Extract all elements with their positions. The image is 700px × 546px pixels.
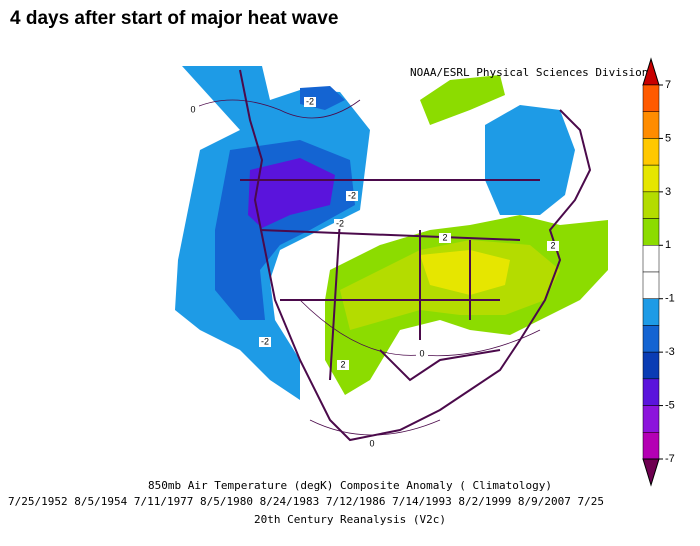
contour-label-bg [259, 337, 271, 347]
colorbar-segment [642, 405, 660, 433]
colorbar-segment [642, 378, 660, 406]
colorbar-segment [642, 191, 660, 219]
contour-label: 2 [340, 359, 345, 369]
colorbar-segment [642, 298, 660, 326]
contour-label: -2 [348, 190, 356, 200]
contour-label-bg [416, 349, 428, 359]
colorbar-segment [642, 271, 660, 299]
map [170, 60, 615, 460]
contour-label-bg [439, 233, 451, 243]
anomaly-region [420, 250, 510, 295]
title: 4 days after start of major heat wave [10, 8, 338, 29]
contour-label-bg [304, 97, 316, 107]
caption: 850mb Air Temperature (degK) Composite A… [148, 479, 552, 492]
colorbar-segment [642, 164, 660, 193]
contour-label: -2 [261, 336, 269, 346]
contour-label: -2 [336, 218, 344, 228]
colorbar-segment [642, 432, 660, 460]
colorbar: 7 5 3 1 -1 -3 -5 -7 [642, 57, 675, 487]
colorbar-label: 3 [665, 186, 671, 198]
contour-label: 0 [190, 104, 195, 114]
colorbar-segment [642, 84, 660, 112]
contour-label-bg [346, 191, 358, 201]
anomaly-region [248, 158, 335, 228]
colorbar-segment [642, 138, 660, 166]
colorbar-segment [642, 111, 660, 139]
colorbar-cap [642, 458, 660, 487]
colorbar-segment [642, 325, 660, 353]
caption: 20th Century Reanalysis (V2c) [254, 513, 446, 526]
anomaly-region [485, 105, 575, 215]
colorbar-label: -1 [665, 293, 675, 305]
colorbar-segment [642, 351, 660, 380]
credit: NOAA/ESRL Physical Sciences Division [410, 66, 648, 79]
caption: 7/25/1952 8/5/1954 7/11/1977 8/5/1980 8/… [8, 495, 604, 508]
contour-label-bg [366, 439, 378, 449]
contour-label: 2 [442, 232, 447, 242]
colorbar-label: -7 [665, 453, 675, 465]
colorbar-label: -5 [665, 399, 675, 411]
contour-label: 0 [369, 438, 374, 448]
colorbar-label: 5 [665, 132, 671, 144]
coastline [239, 69, 592, 442]
colorbar-segment [642, 245, 660, 273]
colorbar-label: 7 [665, 79, 671, 91]
contour-label-bg [337, 360, 349, 370]
contour-label: 2 [550, 240, 555, 250]
colorbar-segment [642, 218, 660, 246]
contour-label: 0 [419, 348, 424, 358]
contour-label-bg [187, 105, 199, 115]
colorbar-label: -3 [665, 346, 675, 358]
contour-label-bg [547, 241, 559, 251]
colorbar-label: 1 [665, 239, 671, 251]
contour-label-bg [334, 219, 346, 229]
anomaly-region [420, 75, 505, 125]
contour-label: -2 [306, 96, 314, 106]
